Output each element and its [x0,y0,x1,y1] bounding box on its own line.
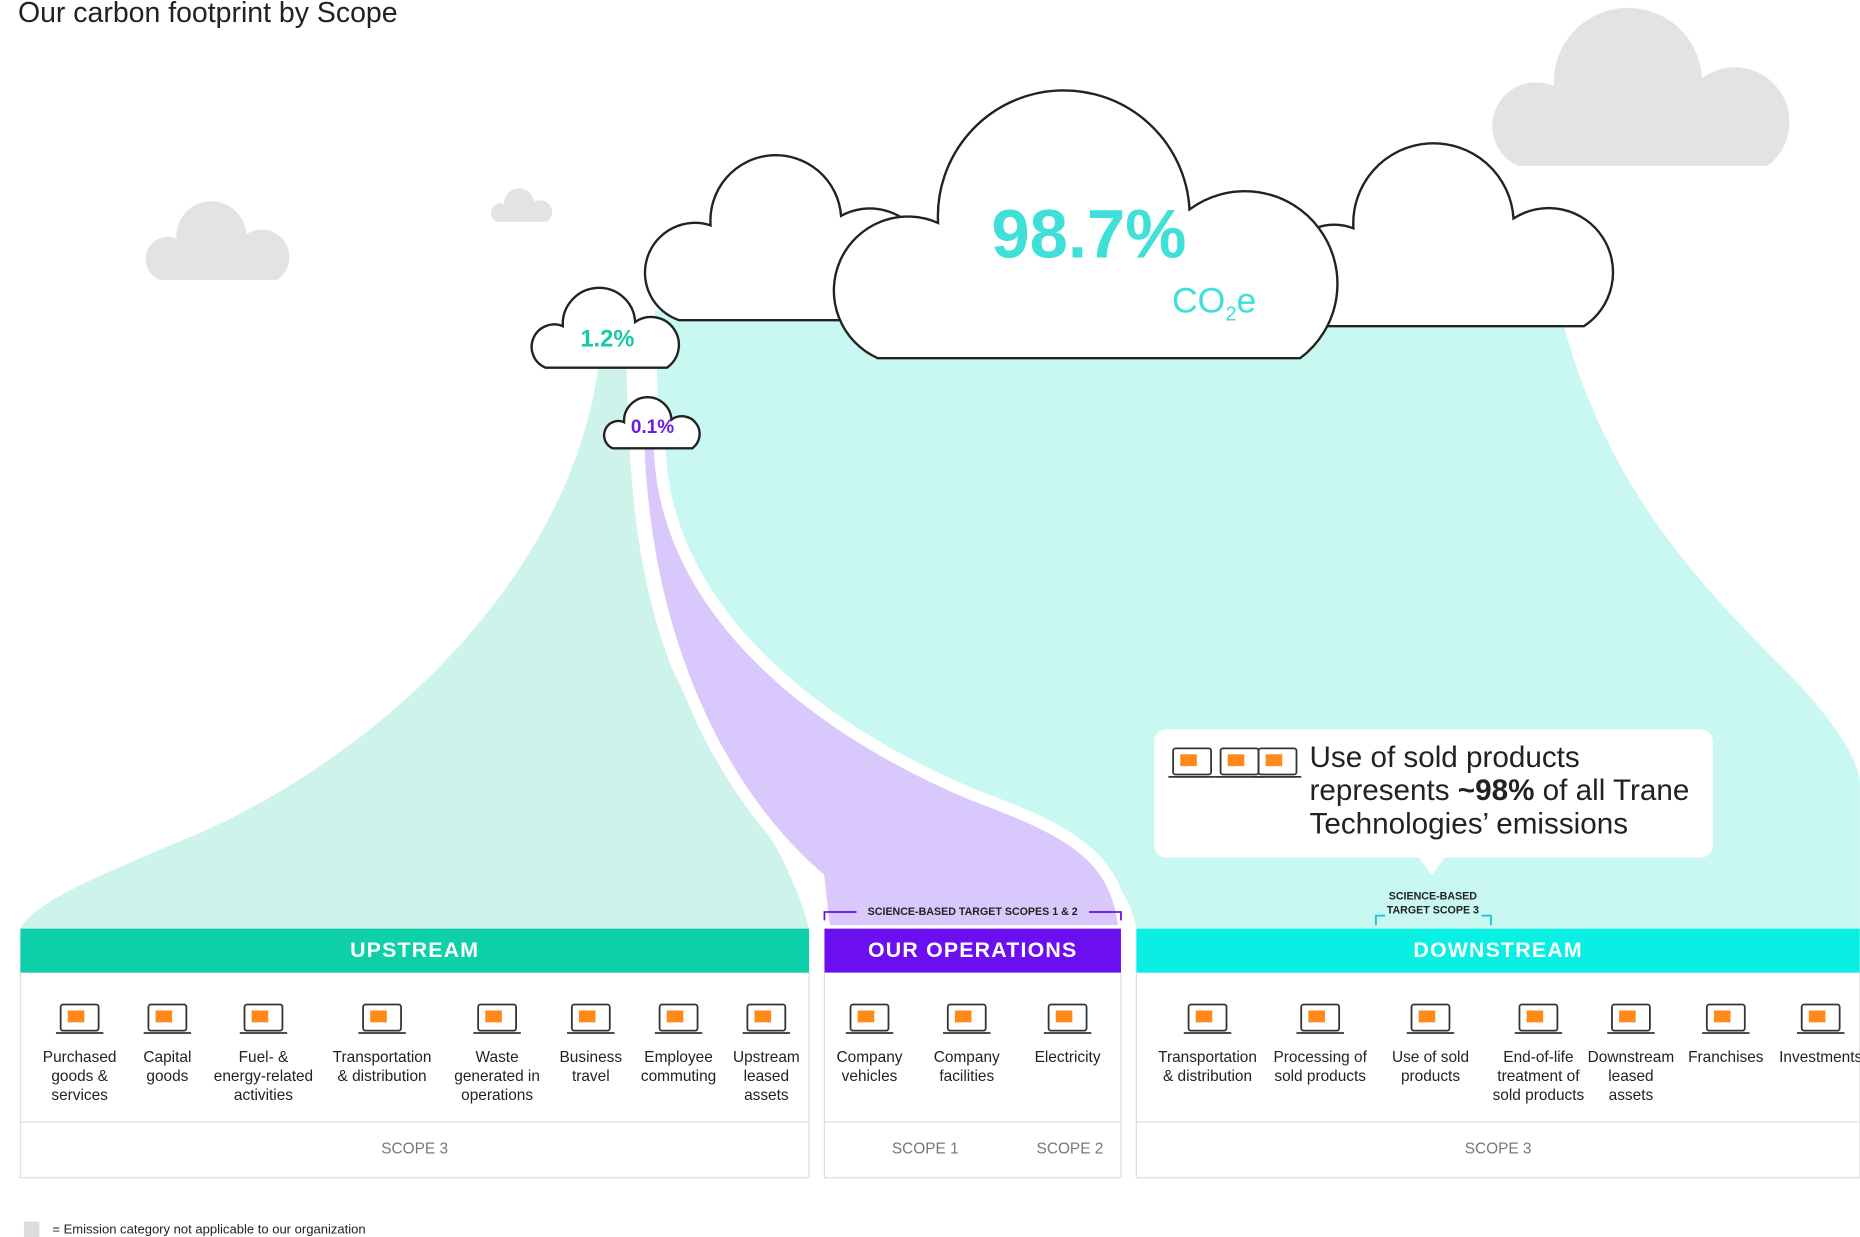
item-label: Upstream [733,1049,800,1066]
item-label: Processing of [1274,1049,1368,1066]
callout-part: of all Trane [1534,774,1689,807]
item-label: commuting [641,1068,716,1085]
item-icon [754,1010,771,1022]
item-label: leased [1608,1068,1653,1085]
item-icon [156,1010,173,1022]
item-icon [252,1010,269,1022]
item-label: services [51,1087,108,1104]
cloud-unit: CO2e [1172,281,1256,326]
item-label: travel [572,1068,610,1085]
item-icon [579,1010,596,1022]
item-label: Employee [644,1049,713,1066]
item-label: assets [744,1087,789,1104]
item-label: & distribution [1163,1068,1252,1085]
target-label: SCIENCE-BASED TARGET SCOPES 1 & 2 [868,906,1078,918]
cloud-value: 1.2% [580,327,634,353]
bg-cloud [491,188,552,222]
callout-part: Technologies’ emissions [1310,807,1629,840]
item-icon [1308,1010,1325,1022]
unit-part: CO [1172,281,1225,321]
target-label: TARGET SCOPE 3 [1387,905,1479,917]
page: Our carbon footprint by Scope 98.7% CO2e 1.… [0,0,1860,1237]
infographic: Our carbon footprint by Scope 98.7% CO2e 1.… [0,0,1860,1237]
unit-part: e [1237,281,1257,321]
band-label: OUR OPERATIONS [868,938,1077,962]
scope-label: SCOPE 2 [1037,1140,1104,1157]
item-icon [1809,1010,1826,1022]
callout-icon [1266,754,1283,766]
item-label: Use of sold [1392,1049,1469,1066]
item-label: Company [934,1049,1000,1066]
item-icon [1056,1010,1073,1022]
callout-part: Use of sold products [1310,741,1580,774]
item-icon [370,1010,387,1022]
item-label: Company [837,1049,903,1066]
item-label: sold products [1274,1068,1366,1085]
callout-text: represents ~98% of all Trane [1310,774,1690,807]
item-label: goods [146,1068,188,1085]
band-label: UPSTREAM [350,938,479,962]
callout-icon [1228,754,1245,766]
item-icon [1419,1010,1436,1022]
item-icon [955,1010,972,1022]
legend-text: = Emission category not applicable to ou… [52,1221,365,1236]
title: Our carbon footprint by Scope [18,0,398,29]
bg-cloud [1492,8,1789,166]
item-label: Electricity [1035,1049,1101,1066]
item-label: energy-related [214,1068,313,1085]
legend-swatch [24,1222,39,1237]
item-icon [68,1010,85,1022]
item-label: sold products [1493,1087,1585,1104]
item-label: activities [234,1087,293,1104]
item-label: facilities [939,1068,994,1085]
item-label: leased [744,1068,789,1085]
item-label: operations [461,1087,533,1104]
item-icon [485,1010,502,1022]
scope-label: SCOPE 3 [381,1140,448,1157]
item-label: Capital [143,1049,191,1066]
callout-icon [1180,754,1197,766]
item-label: End-of-life [1503,1049,1573,1066]
item-icon [1619,1010,1636,1022]
item-icon [1196,1010,1213,1022]
bg-cloud [146,201,290,280]
unit-sub: 2 [1225,304,1236,326]
callout-text: Use of sold products [1310,741,1580,774]
item-label: vehicles [842,1068,898,1085]
item-label: treatment of [1497,1068,1580,1085]
callout-part: ~98% [1458,774,1535,807]
item-label: products [1401,1068,1460,1085]
item-icon [858,1010,875,1022]
item-label: goods & [51,1068,108,1085]
scope-label: SCOPE 1 [892,1140,959,1157]
item-label: Transportation [333,1049,432,1066]
band-label: DOWNSTREAM [1413,938,1582,962]
callout-part: represents [1310,774,1458,807]
item-label: Downstream [1588,1049,1674,1066]
target-label: SCIENCE-BASED [1389,890,1478,902]
item-label: Business [560,1049,623,1066]
cloud-value: 0.1% [631,417,674,438]
item-label: Purchased [43,1049,117,1066]
item-label: Transportation [1158,1049,1257,1066]
item-icon [667,1010,684,1022]
item-label: generated in [454,1068,540,1085]
item-label: assets [1609,1087,1654,1104]
item-icon [1714,1010,1731,1022]
item-label: & distribution [338,1068,427,1085]
cloud-value: 98.7% [991,196,1186,273]
scope-label: SCOPE 3 [1465,1140,1532,1157]
item-label: Investments [1779,1049,1860,1066]
item-label: Fuel- & [239,1049,289,1066]
item-icon [1527,1010,1544,1022]
item-label: Waste [476,1049,519,1066]
item-label: Franchises [1688,1049,1764,1066]
callout-text: Technologies’ emissions [1310,807,1629,840]
